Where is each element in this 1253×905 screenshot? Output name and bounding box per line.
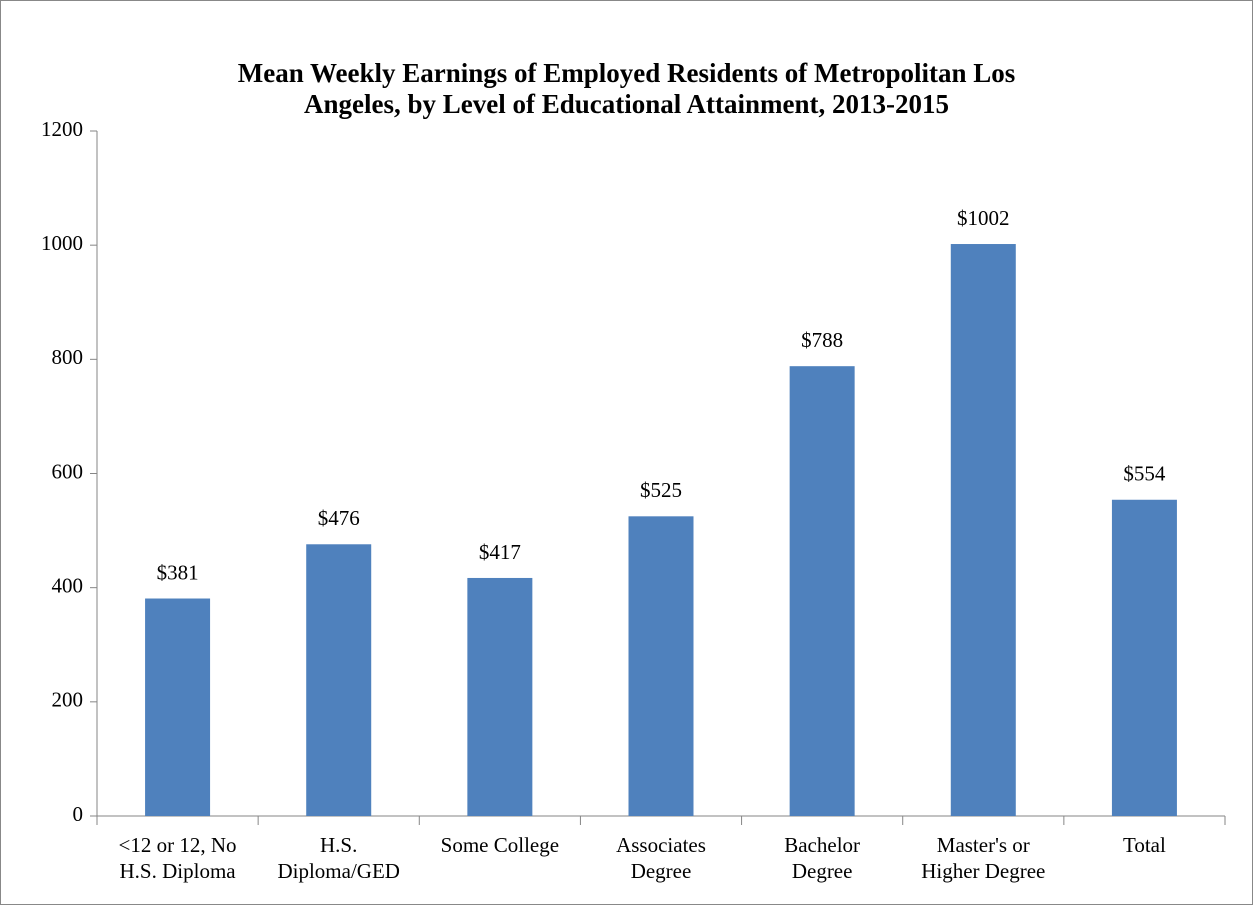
x-tick-label: Total — [1122, 833, 1166, 857]
x-tick-label: <12 or 12, No H.S. Diploma — [118, 833, 237, 883]
x-tick-label: Associates Degree — [616, 833, 706, 883]
value-label: $554 — [1123, 462, 1166, 486]
value-label: $788 — [801, 328, 843, 352]
bar — [628, 516, 694, 816]
y-tick-label: 800 — [52, 345, 84, 369]
x-tick-label: Some College — [440, 833, 560, 857]
y-tick-label: 1200 — [41, 117, 83, 141]
value-label: $476 — [318, 506, 360, 530]
value-label: $381 — [157, 560, 199, 584]
x-tick-label: Bachelor Degree — [784, 833, 861, 883]
y-tick-label: 400 — [52, 573, 84, 597]
value-label: $417 — [479, 540, 521, 564]
value-label: $1002 — [957, 206, 1010, 230]
y-tick-label: 0 — [73, 802, 84, 826]
bar — [467, 577, 533, 816]
x-tick-label: H.S. Diploma/GED — [277, 833, 400, 883]
bar — [145, 598, 211, 816]
chart-title: Mean Weekly Earnings of Employed Residen… — [237, 58, 1016, 119]
value-label: $525 — [640, 478, 682, 502]
bar — [306, 544, 372, 816]
x-tick-label: Master's or Higher Degree — [921, 833, 1046, 883]
y-tick-label: 200 — [52, 688, 84, 712]
bar — [1111, 499, 1177, 816]
y-tick-label: 1000 — [41, 231, 83, 255]
bar — [950, 244, 1016, 816]
y-tick-label: 600 — [52, 459, 84, 483]
bar — [789, 366, 855, 816]
